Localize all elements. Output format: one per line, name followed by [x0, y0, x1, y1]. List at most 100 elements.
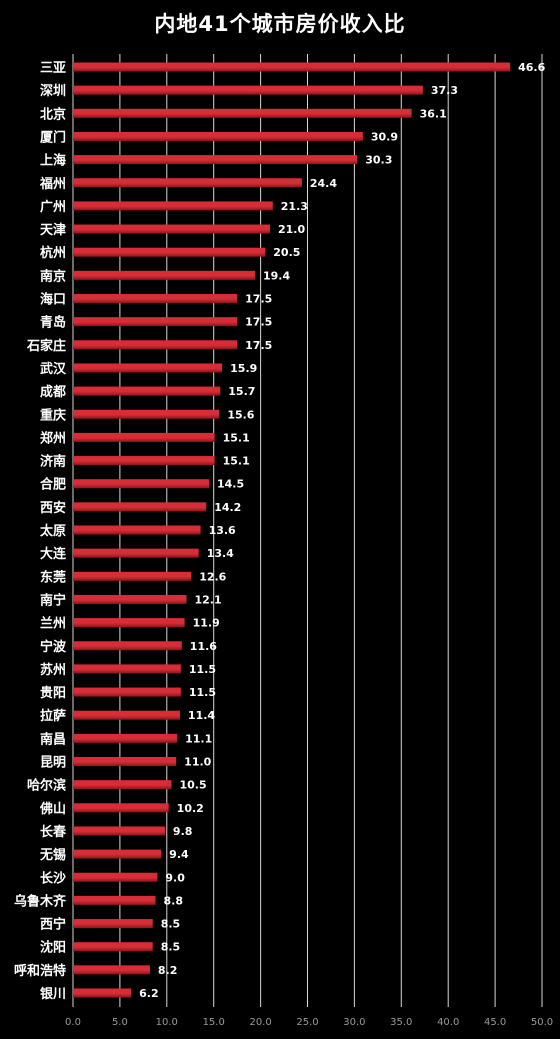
- bar: [73, 942, 153, 952]
- bar: [73, 571, 192, 581]
- bar: [73, 641, 182, 651]
- bar: [73, 525, 201, 535]
- bar: [73, 895, 156, 905]
- x-tick-label: 10.0: [156, 1017, 178, 1028]
- data-label: 46.6: [518, 61, 545, 74]
- data-label: 6.2: [139, 987, 159, 1000]
- data-label: 15.1: [223, 455, 250, 468]
- data-label: 8.8: [164, 894, 184, 907]
- bar: [73, 618, 185, 628]
- data-label: 17.5: [245, 293, 272, 306]
- x-tick-label: 35.0: [390, 1017, 412, 1028]
- x-tick-label: 20.0: [249, 1017, 271, 1028]
- bar: [73, 548, 199, 558]
- category-label: 哈尔滨: [27, 778, 66, 794]
- category-label: 海口: [40, 292, 66, 308]
- data-label: 11.9: [193, 617, 220, 630]
- category-label: 贵阳: [40, 685, 66, 701]
- data-label: 11.1: [185, 732, 212, 745]
- category-label: 南宁: [40, 592, 66, 608]
- category-label: 深圳: [40, 83, 66, 99]
- category-label: 长沙: [40, 870, 66, 886]
- data-label: 8.5: [161, 941, 181, 954]
- data-label: 11.5: [189, 686, 216, 699]
- bar: [73, 317, 238, 327]
- category-label: 合肥: [40, 477, 66, 493]
- category-label: 成都: [40, 384, 66, 400]
- category-label: 郑州: [40, 430, 66, 446]
- data-label: 30.9: [371, 130, 398, 143]
- data-label: 12.6: [199, 570, 226, 583]
- category-label: 重庆: [40, 407, 66, 423]
- bar: [73, 849, 162, 859]
- category-label: 天津: [40, 222, 66, 238]
- data-label: 13.6: [209, 524, 236, 537]
- category-label: 西安: [40, 500, 66, 516]
- x-tick-label: 40.0: [437, 1017, 459, 1028]
- bar: [73, 664, 181, 674]
- bar: [73, 85, 423, 95]
- category-label: 银川: [40, 986, 66, 1002]
- x-tick-label: 0.0: [65, 1017, 81, 1028]
- bar: [73, 479, 210, 489]
- bar: [73, 409, 220, 419]
- bar: [73, 502, 207, 512]
- data-label: 14.5: [217, 478, 244, 491]
- category-label: 武汉: [40, 361, 67, 377]
- data-label: 21.0: [278, 223, 305, 236]
- data-label: 30.3: [365, 154, 392, 167]
- bar: [73, 594, 187, 604]
- category-label: 长春: [40, 824, 67, 840]
- bar: [73, 224, 270, 234]
- category-label: 广州: [40, 199, 66, 215]
- category-label: 大连: [40, 546, 67, 562]
- bar: [73, 131, 363, 141]
- data-label: 11.4: [188, 709, 215, 722]
- bar: [73, 363, 223, 373]
- category-label: 济南: [40, 454, 66, 470]
- data-label: 9.4: [169, 848, 189, 861]
- category-label: 三亚: [40, 61, 66, 76]
- category-label: 东莞: [40, 569, 66, 585]
- data-label: 9.0: [165, 871, 185, 884]
- data-label: 17.5: [245, 339, 272, 352]
- x-tick-label: 15.0: [203, 1017, 225, 1028]
- data-label: 15.6: [227, 408, 254, 421]
- bar: [73, 826, 165, 836]
- data-label: 15.7: [228, 385, 255, 398]
- data-label: 10.5: [179, 779, 206, 792]
- bar: [73, 340, 238, 350]
- bar: [73, 155, 358, 165]
- data-label: 9.8: [173, 825, 193, 838]
- x-tick-label: 5.0: [112, 1017, 128, 1028]
- data-label: 11.0: [184, 756, 211, 769]
- data-label: 14.2: [214, 501, 241, 514]
- bar: [73, 919, 153, 929]
- data-label: 11.6: [190, 640, 217, 653]
- bar: [73, 201, 273, 211]
- data-label: 21.3: [281, 200, 308, 213]
- data-label: 17.5: [245, 316, 272, 329]
- data-label: 8.2: [158, 964, 178, 977]
- bar: [73, 432, 215, 442]
- x-tick-label: 45.0: [484, 1017, 506, 1028]
- category-label: 南京: [40, 268, 66, 284]
- category-label: 宁波: [40, 639, 67, 655]
- data-label: 24.4: [310, 177, 337, 190]
- bar: [73, 108, 412, 118]
- data-label: 19.4: [263, 269, 290, 282]
- category-label: 石家庄: [26, 338, 66, 354]
- data-label: 20.5: [273, 246, 300, 259]
- data-label: 8.5: [161, 918, 181, 931]
- bar: [73, 780, 172, 790]
- bar: [73, 456, 215, 466]
- bar: [73, 178, 302, 188]
- bar: [73, 270, 255, 280]
- data-label: 12.1: [194, 593, 221, 606]
- category-label: 北京: [40, 106, 66, 122]
- bar: [73, 687, 181, 697]
- data-label: 36.1: [420, 107, 447, 120]
- category-label: 杭州: [40, 245, 66, 261]
- bar: [73, 247, 266, 257]
- data-label: 13.4: [207, 547, 234, 560]
